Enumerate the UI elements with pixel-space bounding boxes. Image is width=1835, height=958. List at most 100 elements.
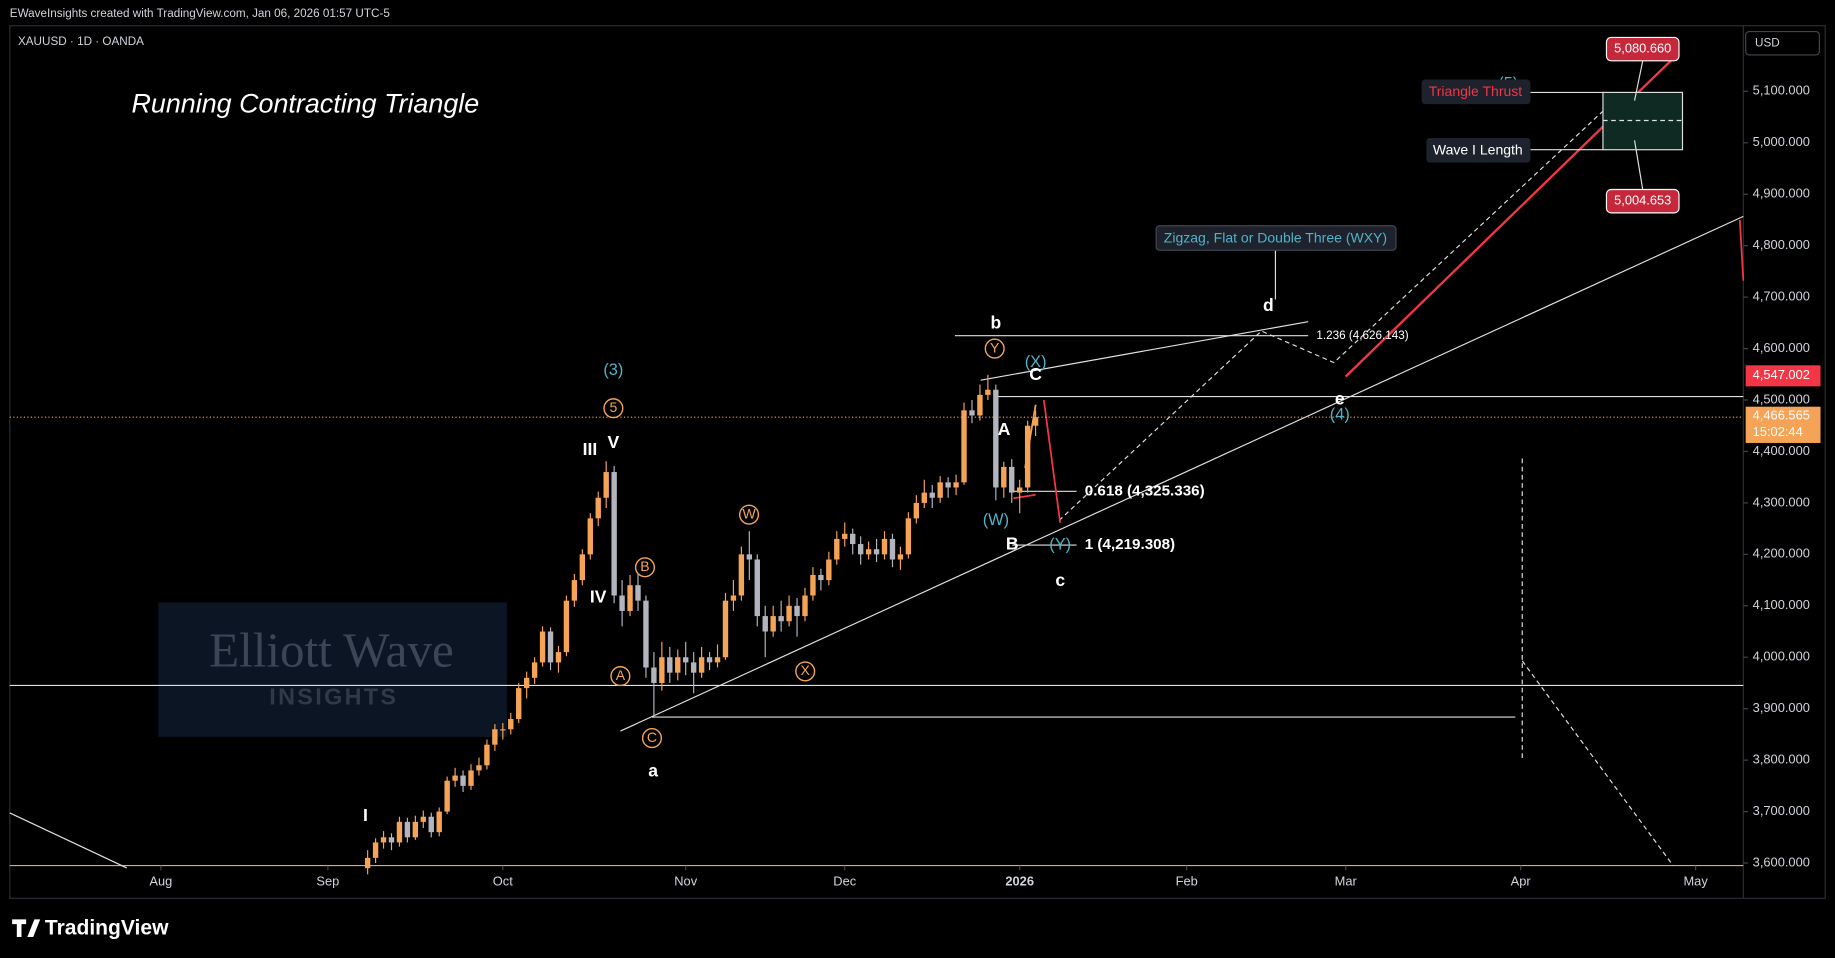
x-tick-label: 2026 [1005, 873, 1034, 888]
candle-body [571, 580, 578, 601]
x-tick-label: Mar [1335, 873, 1358, 888]
y-tick-label: 3,800.000 [1753, 752, 1810, 767]
wave-circle [634, 557, 656, 578]
candle-body [921, 492, 927, 503]
candle-body [770, 616, 776, 632]
brand: TradingView [45, 916, 169, 939]
header: EWaveInsights created with TradingView.c… [10, 7, 391, 20]
candle-body [897, 554, 904, 560]
wave-label: e [1335, 389, 1345, 409]
candle-body [380, 837, 387, 843]
candle-body [643, 600, 649, 668]
note: Zigzag, Flat or Double Three (WXY) [1164, 229, 1387, 245]
wave-label: (X) [1025, 353, 1047, 371]
wave-label: III [583, 439, 598, 459]
chart-title: Running Contracting Triangle [131, 88, 479, 118]
candle-body [834, 538, 840, 560]
x-tick-label: Nov [674, 873, 697, 888]
last-price: 4,466.565 [1753, 407, 1810, 422]
wave-label: V [608, 432, 620, 452]
target-label: 5,004.653 [1614, 193, 1671, 208]
candle-body [675, 657, 681, 673]
candle-body [468, 770, 474, 786]
x-tick-label: Aug [149, 873, 172, 888]
y-tick-label: 4,500.000 [1753, 391, 1810, 406]
wave-label: (3) [603, 361, 623, 379]
x-tick-label: May [1683, 873, 1708, 888]
candle-body [730, 595, 737, 601]
wave-label: X [801, 662, 811, 678]
candle-body [563, 600, 570, 653]
candle-body [953, 482, 959, 488]
x-tick-label: Oct [493, 873, 513, 888]
candle-body [516, 688, 522, 719]
wave-label: (Y) [1049, 535, 1071, 553]
thrust-line [1738, 219, 1745, 281]
wave-circle [739, 504, 760, 525]
candle-body [523, 677, 530, 689]
candles [9, 374, 1744, 875]
candle-body [857, 544, 864, 555]
candle-body [531, 662, 538, 678]
wave-label: c [1055, 570, 1065, 590]
target-label-box [1605, 36, 1680, 62]
wave-label: C [1029, 364, 1042, 384]
wave-label: W [742, 505, 756, 521]
level-label-box [1745, 365, 1821, 387]
brand-logo [12, 919, 41, 937]
y-tick-label: 5,000.000 [1753, 134, 1810, 149]
candle-body [969, 410, 975, 416]
fib-label: 0.618 (4,325.336) [1085, 482, 1205, 499]
candle-body [786, 605, 792, 622]
candle-body [420, 816, 426, 822]
countdown: 15:02:44 [1753, 424, 1803, 439]
candle-body [690, 662, 697, 673]
x-tick-label: Apr [1511, 873, 1532, 888]
y-tick-label: 4,800.000 [1753, 237, 1810, 252]
y-tick-label: 3,900.000 [1753, 700, 1810, 715]
candle-body [436, 811, 442, 833]
x-tick-label: Feb [1176, 873, 1198, 888]
candle-body [778, 616, 784, 622]
candle-body [706, 657, 713, 663]
candle-body [627, 585, 633, 611]
candle-body [961, 410, 967, 483]
candle-body [484, 744, 490, 766]
candle-body [826, 559, 832, 581]
candle-body [850, 533, 856, 545]
candle-body [635, 585, 641, 601]
wave-circle [795, 661, 816, 682]
candle-body [603, 472, 609, 498]
candle-body [396, 821, 403, 843]
candle-body [714, 657, 721, 663]
candle-body [476, 765, 482, 771]
y-tick-label: 4,400.000 [1753, 443, 1810, 458]
y-tick-label: 4,100.000 [1753, 597, 1810, 612]
candle-body [1001, 466, 1007, 488]
y-tick-label: 3,700.000 [1753, 803, 1810, 818]
x-tick-label: Dec [833, 873, 856, 888]
candle-body [460, 775, 466, 786]
candle-body [842, 533, 848, 539]
candle-body [905, 518, 912, 555]
connector [1633, 60, 1644, 101]
wave-label: (4) [1330, 406, 1350, 424]
wave-label: A [998, 419, 1011, 439]
target-label-box [1605, 188, 1680, 214]
wave-circle [984, 338, 1005, 359]
candle-body [794, 605, 800, 617]
currency-box [1745, 30, 1820, 56]
watermark-box [158, 602, 507, 737]
wave-label: A [616, 667, 626, 683]
candle-body [372, 842, 379, 858]
candle-body [1024, 425, 1031, 488]
note: Triangle Thrust [1429, 83, 1523, 99]
candle-body [508, 718, 514, 730]
note-box [1426, 138, 1531, 163]
connector [1633, 140, 1644, 190]
wave-label: C [647, 729, 657, 745]
currency: USD [1755, 36, 1780, 49]
candle-body [539, 631, 546, 663]
